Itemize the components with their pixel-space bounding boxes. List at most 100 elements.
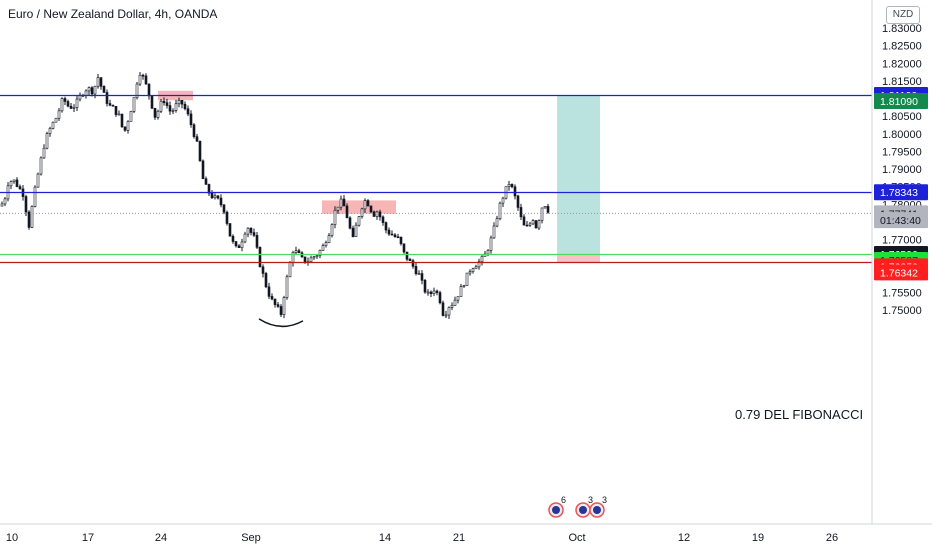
horizontal-lines [0,94,872,264]
candle-body [519,207,523,218]
candle-body [402,243,406,253]
candle-body [462,285,466,287]
candle-body [174,103,178,111]
candle-body [492,225,496,239]
candle-body [258,247,262,268]
chart-title: Euro / New Zealand Dollar, 4h, OANDA [8,7,218,21]
candle-body [327,235,331,244]
currency-button[interactable]: NZD [886,6,920,24]
candle-body [420,273,424,281]
x-tick-label: 12 [678,532,690,544]
candle-body [3,198,7,205]
x-tick-label: 24 [155,532,167,544]
candle-body [93,85,97,95]
candle-body [48,128,52,134]
candle-body [36,173,40,188]
candle-body [453,299,457,306]
candle-body [363,200,367,210]
candle-body [435,290,439,293]
candle-body [42,147,46,159]
candle-body [507,184,511,187]
candle-body [24,196,28,213]
candle-body [210,192,214,199]
candle-body [267,286,271,297]
candle-body [12,179,16,182]
candle-body [30,206,34,228]
x-tick-label: 17 [82,532,94,544]
candle-body [531,220,535,225]
price-label: 1.76342 [880,267,918,279]
candle-body [477,261,481,268]
candle-body [408,258,412,261]
candle-body [108,103,112,106]
price-label-box [874,184,928,201]
candle-body [204,178,208,185]
y-tick-label: 1.75500 [882,287,922,299]
candle-body [249,227,253,233]
candle-body [180,100,184,105]
candle-body [222,204,226,213]
candle-body [546,206,550,213]
candle-body [537,220,541,229]
candle-body [318,250,322,256]
candle-body [366,200,370,207]
target-zone [557,94,600,255]
candle-body [45,133,49,149]
candle-body [411,260,415,267]
candle-body [369,205,373,213]
candle-body [264,273,268,288]
candle-body [528,223,532,226]
y-tick-label: 1.83000 [882,23,922,35]
candle-body [339,198,343,208]
candle-body [513,186,517,197]
x-tick-label: 14 [379,532,391,544]
y-tick-label: 1.80500 [882,111,922,123]
x-tick-label: 21 [453,532,465,544]
candle-body [348,217,352,229]
candle-body [270,296,274,300]
candle-body [423,280,427,293]
fibonacci-annotation: 0.79 DEL FIBONACCI [735,407,863,422]
candle-body [138,74,142,85]
candle-body [15,179,19,187]
x-tick-label: 19 [752,532,764,544]
candle-body [294,250,298,253]
candle-body [27,211,31,228]
candle-body [135,83,139,99]
x-tick-label: 10 [6,532,18,544]
candle-body [405,251,409,260]
event-count: 3 [588,495,593,505]
candle-body [381,216,385,223]
stop-zone [557,254,600,263]
candle-body [438,292,442,304]
candle-body [123,126,127,131]
candle-body [321,245,325,251]
x-tick-label: Oct [568,532,585,544]
candle-body [51,121,55,129]
candle-body [186,108,190,115]
candle-body [342,198,346,207]
candle-body [66,101,70,107]
candle-body [207,184,211,194]
candle-body [177,100,181,105]
candle-body [501,197,505,204]
event-icon-inner [579,506,587,514]
candle-body [522,216,526,226]
candle-body [18,186,22,190]
candle-body [72,107,76,109]
candle-body [213,195,217,199]
y-tick-label: 1.79000 [882,164,922,176]
candle-body [375,211,379,217]
candle-body [132,97,136,112]
price-label-box [874,92,928,109]
price-label: 1.81090 [880,96,918,108]
y-tick-label: 1.82500 [882,41,922,53]
candle-body [336,206,340,211]
candle-body [201,160,205,180]
candle-body [468,271,472,274]
candle-body [39,157,43,175]
candle-body [57,110,61,119]
y-tick-label: 1.77000 [882,235,922,247]
